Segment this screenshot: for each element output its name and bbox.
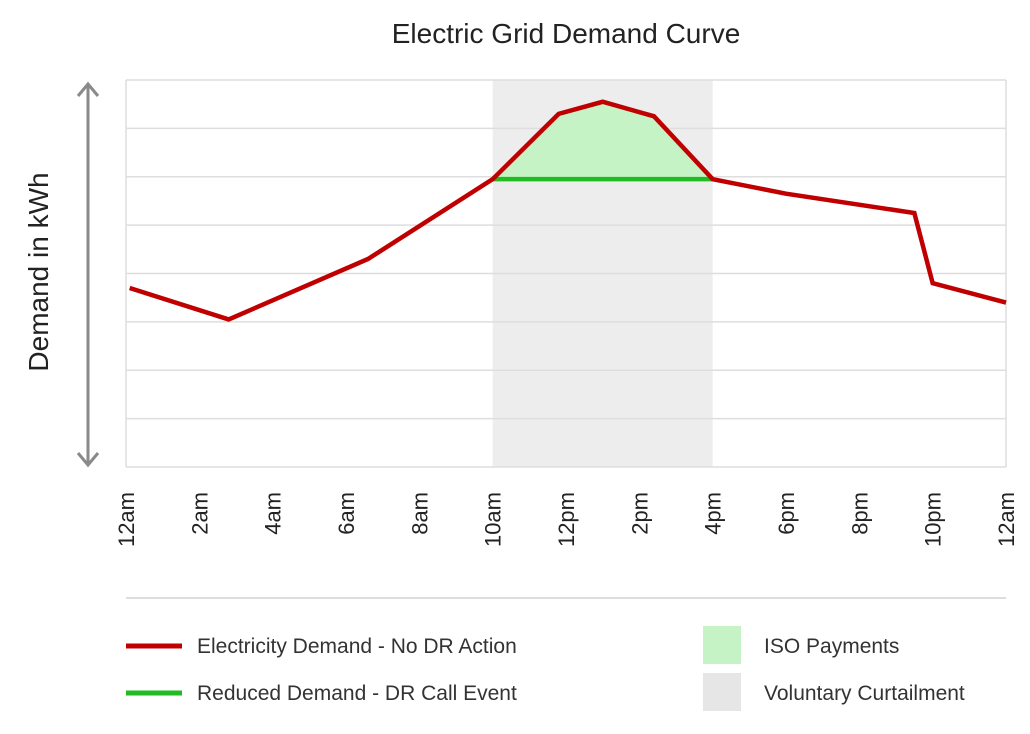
x-tick-label: 10am [481, 492, 506, 547]
y-axis-label: Demand in kWh [23, 172, 54, 371]
x-tick-label: 12am [114, 492, 139, 547]
legend: Electricity Demand - No DR Action ISO Pay… [126, 626, 965, 711]
y-axis-arrow-head-top [76, 81, 100, 97]
y-axis-arrow-head-bottom [76, 452, 100, 468]
legend-label-voluntary-curtailment: Voluntary Curtailment [764, 682, 965, 705]
x-tick-label: 2pm [627, 492, 652, 535]
series-line-electricity-demand [128, 99, 1007, 322]
x-tick-label: 4am [261, 492, 286, 535]
legend-swatch-iso-payments [703, 626, 741, 664]
x-tick-label: 12am [994, 492, 1019, 547]
series-lines [128, 99, 1007, 322]
legend-label-iso-payments: ISO Payments [764, 635, 899, 658]
x-tick-label: 8pm [847, 492, 872, 535]
gridlines [125, 79, 1007, 468]
x-tick-labels: 12am 2am 4am 6am 8am 10am 12pm 2pm 4pm 6pm 8pm 10pm… [114, 492, 1019, 547]
x-tick-label: 6pm [774, 492, 799, 535]
chart-title: Electric Grid Demand Curve [392, 18, 741, 49]
y-axis-arrow [76, 81, 100, 468]
legend-label-electricity-demand-no-dr-action: Electricity Demand - No DR Action [197, 635, 517, 658]
legend-label-reduced-demand-dr-call-event: Reduced Demand - DR Call Event [197, 682, 517, 705]
legend-swatch-voluntary-curtailment [703, 673, 741, 711]
x-tick-label: 8am [407, 492, 432, 535]
x-tick-label: 4pm [701, 492, 726, 535]
x-tick-label: 6am [334, 492, 359, 535]
x-tick-label: 12pm [554, 492, 579, 547]
x-tick-label: 2am [187, 492, 212, 535]
x-tick-label: 10pm [921, 492, 946, 547]
